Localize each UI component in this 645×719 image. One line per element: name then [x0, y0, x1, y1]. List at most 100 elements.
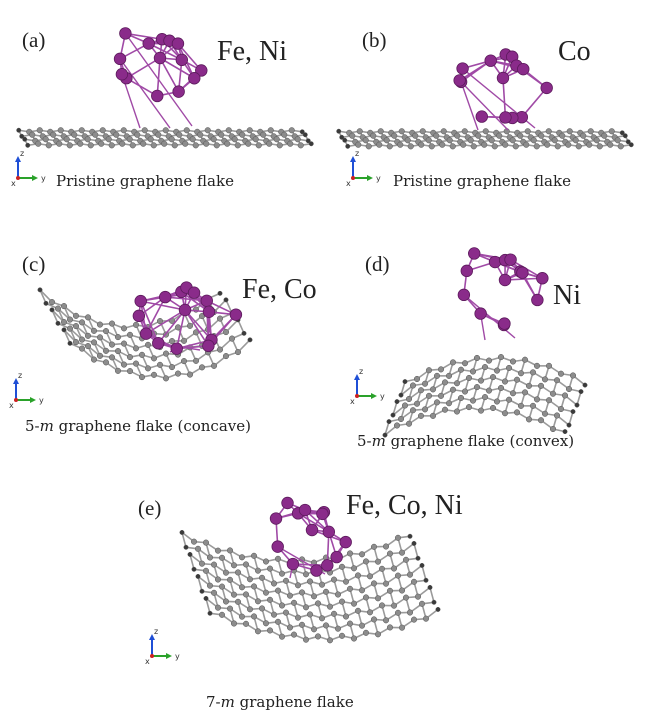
metal-atom [457, 288, 471, 302]
hydrogen-atom [305, 138, 311, 144]
metal-atom [195, 64, 208, 77]
carbon-atom [402, 556, 410, 563]
carbon-atom [391, 132, 398, 139]
carbon-atom [113, 131, 120, 138]
carbon-atom [538, 132, 545, 139]
carbon-atom [78, 336, 86, 343]
hydrogen-atom [191, 566, 197, 572]
carbon-atom [230, 591, 238, 598]
carbon-atom [382, 617, 390, 624]
carbon-atom [545, 128, 552, 135]
carbon-atom [306, 578, 314, 585]
carbon-atom [437, 392, 445, 399]
carbon-atom [370, 543, 378, 550]
carbon-atom [493, 367, 501, 374]
carbon-atom [190, 538, 198, 545]
panel-label-d: (d) [365, 252, 390, 276]
carbon-atom [409, 407, 417, 414]
hydrogen-atom [299, 129, 305, 135]
carbon-atom [533, 362, 541, 369]
carbon-atom [108, 320, 116, 327]
carbon-atom [607, 141, 614, 148]
axis-y-arrow [367, 175, 373, 181]
carbon-atom [246, 127, 253, 134]
carbon-atom [362, 137, 369, 144]
carbon-atom [530, 137, 537, 144]
carbon-atom [398, 128, 405, 135]
carbon-atom [537, 417, 545, 424]
carbon-atom [544, 141, 551, 148]
panel-e: (e) Fe, Co, Ni z y x 7-m graphene flake [120, 470, 520, 719]
carbon-atom [587, 128, 594, 135]
carbon-atom [202, 567, 210, 574]
carbon-atom [473, 354, 481, 362]
carbon-atom [254, 567, 262, 574]
carbon-atom [266, 565, 274, 572]
carbon-atom [252, 136, 259, 143]
carbon-atom [42, 136, 49, 143]
carbon-atom [102, 328, 110, 335]
metal-atom [132, 309, 146, 323]
carbon-atom [90, 327, 98, 334]
carbon-atom [60, 303, 68, 310]
axis-y-label: y [41, 174, 46, 183]
carbon-atom [234, 569, 242, 576]
carbon-atom [390, 565, 398, 572]
carbon-atom [171, 142, 178, 149]
carbon-atom [342, 578, 350, 585]
carbon-atom [262, 620, 270, 627]
carbon-atom [412, 132, 419, 139]
carbon-atom [386, 143, 393, 150]
carbon-bond [39, 289, 47, 304]
carbon-atom [425, 392, 433, 399]
carbon-atom [306, 611, 314, 618]
carbon-atom [441, 406, 449, 413]
carbon-atom [561, 392, 569, 399]
axis-z-label: z [355, 149, 359, 158]
carbon-atom [180, 358, 188, 365]
carbon-atom [197, 131, 204, 138]
hydrogen-atom [423, 577, 429, 583]
carbon-atom [126, 331, 134, 338]
metal-cluster [457, 247, 549, 341]
carbon-atom [120, 127, 127, 134]
metal-atom [499, 111, 512, 124]
axis-x-label: x [346, 179, 351, 188]
carbon-atom [557, 370, 565, 377]
carbon-atom [382, 580, 390, 587]
carbon-atom [314, 600, 322, 607]
structure-c [37, 281, 253, 382]
carbon-atom [465, 404, 473, 411]
carbon-atom [346, 585, 354, 592]
hydrogen-atom [49, 307, 55, 313]
carbon-atom [362, 629, 370, 636]
hydrogen-atom [415, 555, 421, 561]
carbon-atom [362, 558, 370, 565]
axis-z-arrow [354, 374, 360, 380]
carbon-atom [454, 132, 461, 139]
carbon-atom [239, 131, 246, 138]
carbon-atom [358, 587, 366, 594]
carbon-atom [222, 598, 230, 605]
carbon-atom [460, 141, 467, 148]
carbon-atom [496, 132, 503, 139]
carbon-atom [457, 394, 465, 402]
carbon-atom [406, 571, 414, 578]
axis-triad-svg: z y x [350, 367, 385, 406]
carbon-atom [218, 583, 226, 590]
structure-a [16, 27, 314, 149]
carbon-atom [78, 345, 86, 352]
carbon-atom [281, 131, 288, 138]
carbon-atom [132, 360, 140, 367]
axis-triad-d: z y x [349, 367, 389, 406]
carbon-atom [150, 371, 158, 378]
carbon-atom [449, 143, 456, 150]
carbon-atom [174, 370, 182, 377]
axis-y-arrow [371, 393, 377, 399]
axis-z-label: z [154, 627, 158, 636]
carbon-atom [168, 338, 176, 345]
carbon-atom [418, 600, 426, 607]
carbon-atom [410, 578, 418, 585]
carbon-atom [439, 141, 446, 148]
carbon-atom [537, 382, 545, 389]
